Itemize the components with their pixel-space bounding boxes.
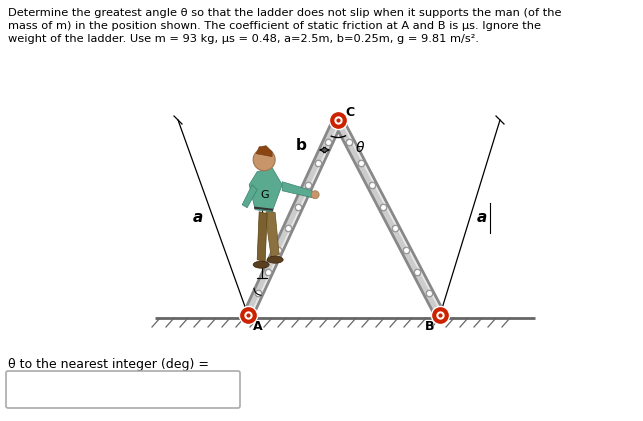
Text: C: C: [345, 106, 354, 118]
Polygon shape: [256, 146, 272, 157]
Text: a: a: [193, 210, 203, 225]
Polygon shape: [249, 168, 282, 212]
Polygon shape: [265, 210, 279, 257]
FancyBboxPatch shape: [6, 371, 240, 408]
Polygon shape: [257, 212, 267, 262]
Text: θ to the nearest integer (deg) =: θ to the nearest integer (deg) =: [8, 358, 209, 371]
Ellipse shape: [253, 261, 269, 268]
Text: a: a: [477, 210, 487, 225]
Polygon shape: [242, 185, 257, 208]
Text: A: A: [253, 320, 263, 333]
Text: θ: θ: [356, 141, 364, 155]
Polygon shape: [282, 182, 312, 198]
Text: b: b: [296, 138, 307, 152]
Circle shape: [311, 191, 319, 199]
Text: G: G: [261, 190, 269, 200]
Circle shape: [253, 149, 275, 171]
Text: Determine the greatest angle θ so that the ladder does not slip when it supports: Determine the greatest angle θ so that t…: [8, 8, 561, 18]
Ellipse shape: [267, 256, 283, 263]
Text: B: B: [425, 320, 435, 333]
Text: mass of m) in the position shown. The coefficient of static friction at A and B : mass of m) in the position shown. The co…: [8, 21, 541, 31]
Text: weight of the ladder. Use m = 93 kg, μs = 0.48, a=2.5m, b=0.25m, g = 9.81 m/s².: weight of the ladder. Use m = 93 kg, μs …: [8, 34, 479, 44]
